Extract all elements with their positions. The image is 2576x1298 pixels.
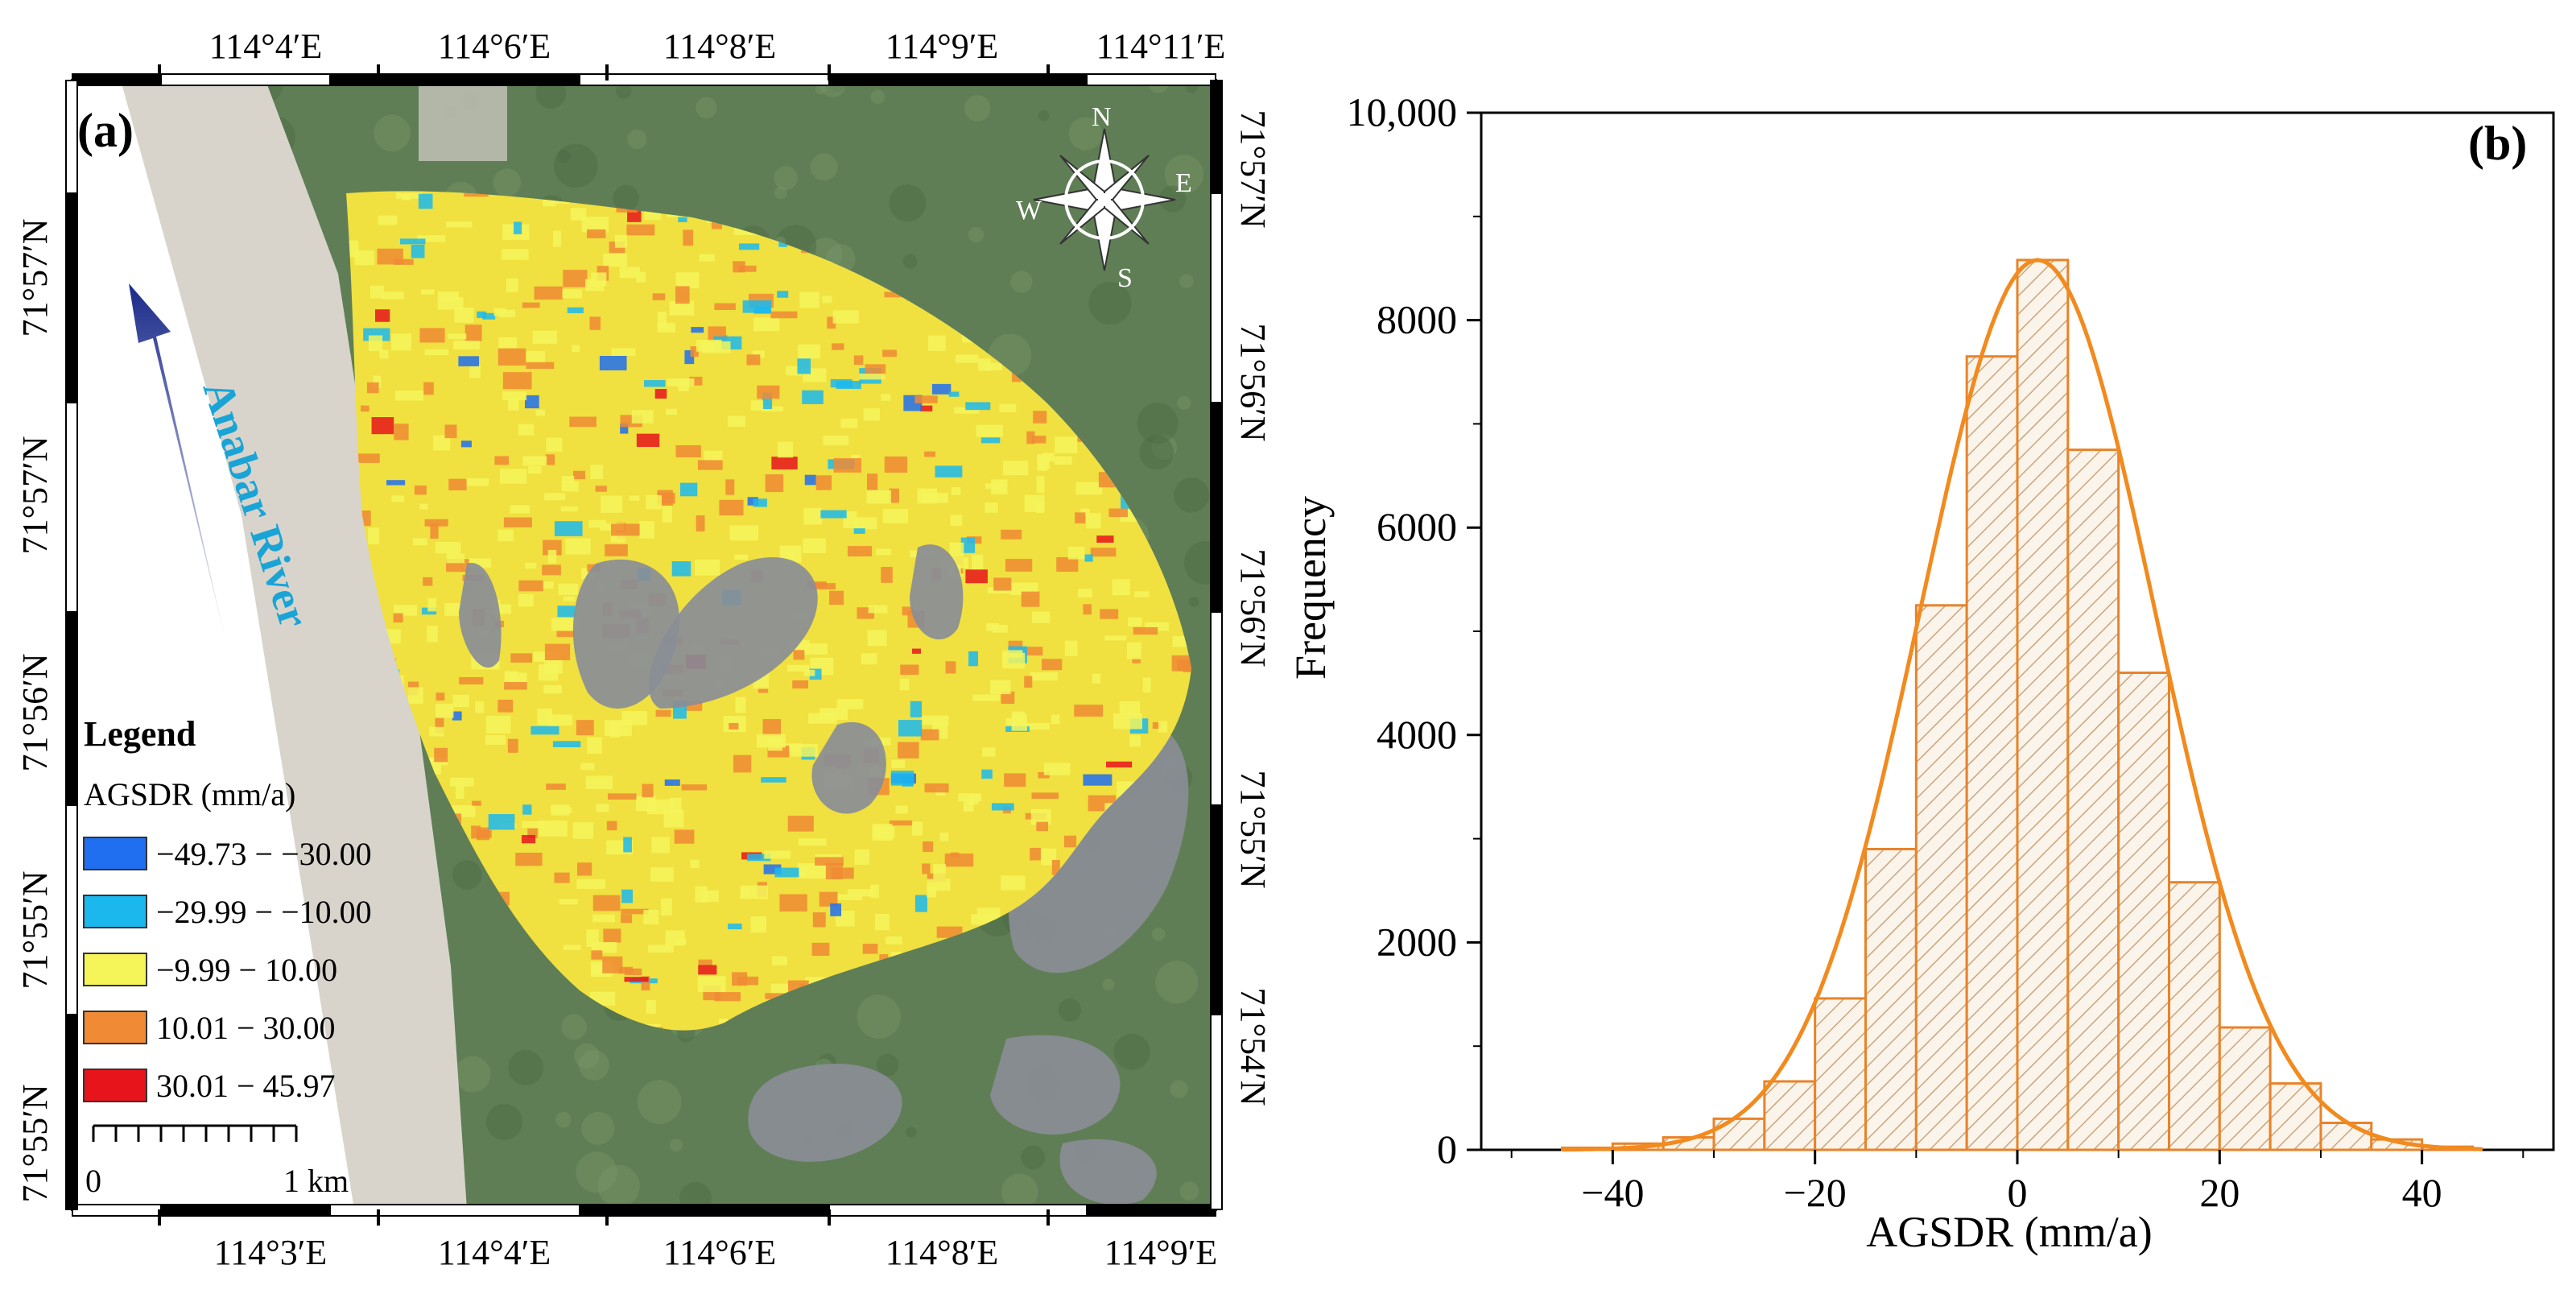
legend-items: −49.73 − −30.00 −29.99 − −10.00 −9.99 − 10… (83, 836, 372, 1104)
right-tick-labels: 71°57′N 71°56′N 71°56′N 71°55′N 71°54′N (1233, 110, 1273, 1106)
legend-subtitle: AGSDR (mm/a) (84, 776, 295, 812)
y-tick-label: 10,000 (1347, 89, 1458, 134)
top-tick-label: 114°4′E (209, 27, 322, 66)
bottom-tick-label: 114°6′E (663, 1233, 776, 1272)
legend-swatch (83, 1069, 147, 1102)
histogram-bar (1914, 604, 1968, 1151)
x-tick-label: −20 (1784, 1170, 1847, 1215)
compass-s: S (1117, 263, 1133, 293)
gaussian-fit-curve (1562, 258, 2483, 1152)
bottom-tick-label: 114°8′E (886, 1233, 998, 1272)
scale-bar: 0 1 km (85, 1124, 349, 1199)
y-tick-label: 2000 (1377, 919, 1457, 964)
histogram-bar (1712, 1117, 1766, 1151)
x-tick-label: 0 (2008, 1170, 2028, 1215)
right-tick-label: 71°54′N (1233, 988, 1273, 1106)
legend-label: 10.01 − 30.00 (156, 1010, 336, 1046)
bottom-tick-labels: 114°3′E 114°4′E 114°6′E 114°8′E 114°9′E (214, 1233, 1217, 1272)
legend: Legend AGSDR (mm/a) −49.73 − −30.00 −29.9… (83, 714, 372, 1104)
y-tick-label: 0 (1437, 1126, 1457, 1172)
y-axis-label: Frequency (1286, 496, 1335, 680)
histogram-bar (1864, 847, 1918, 1151)
histogram-bar (2117, 672, 2170, 1151)
x-tick-label: −40 (1581, 1170, 1644, 1215)
panel-a-label: (a) (77, 104, 134, 157)
histogram-bars (1561, 258, 2474, 1151)
flow-arrow-icon (129, 283, 228, 651)
top-tick-labels: 114°4′E 114°6′E 114°8′E 114°9′E 114°11′E (209, 27, 1226, 66)
legend-item: −9.99 − 10.00 (83, 952, 337, 988)
compass-e: E (1175, 168, 1192, 198)
graticule-bars (65, 64, 1223, 1226)
right-tick-label: 71°57′N (1233, 110, 1273, 229)
histogram-bar (2319, 1122, 2373, 1151)
legend-swatch (83, 953, 147, 986)
right-tick-label: 71°55′N (1233, 771, 1273, 889)
y-tick-label: 8000 (1377, 297, 1457, 342)
histogram-bar (1965, 355, 2019, 1151)
bottom-tick-label: 114°3′E (214, 1233, 327, 1272)
legend-swatch (83, 1011, 147, 1044)
histogram-bar (2066, 449, 2120, 1151)
top-tick-label: 114°6′E (438, 27, 551, 66)
bottom-tick-label: 114°4′E (438, 1233, 551, 1272)
histogram-bar (2218, 1026, 2272, 1151)
map-panel: 114°4′E 114°6′E 114°8′E 114°9′E 114°11′E… (15, 27, 1273, 1272)
legend-title: Legend (84, 714, 196, 754)
left-tick-label: 71°56′N (15, 654, 55, 772)
x-axis-label: AGSDR (mm/a) (1866, 1208, 2152, 1256)
compass-n: N (1092, 102, 1112, 132)
top-tick-label: 114°11′E (1096, 27, 1226, 66)
left-tick-label: 71°55′N (15, 871, 55, 990)
y-tick-label: 6000 (1377, 504, 1457, 549)
top-tick-label: 114°8′E (663, 27, 776, 66)
histogram-bar (2167, 881, 2221, 1151)
bottom-tick-label: 114°9′E (1104, 1233, 1217, 1272)
legend-swatch (83, 837, 147, 870)
legend-label: −9.99 − 10.00 (156, 952, 337, 988)
right-tick-label: 71°56′N (1233, 324, 1273, 442)
right-tick-label: 71°56′N (1233, 549, 1273, 668)
left-tick-label: 71°55′N (15, 1085, 55, 1203)
x-axis-ticks: −40 −20 0 20 40 (1510, 1150, 2524, 1215)
scale-end: 1 km (283, 1163, 349, 1199)
legend-swatch (83, 895, 147, 928)
legend-item: −49.73 − −30.00 (83, 836, 372, 872)
y-axis-ticks: 0 2000 4000 6000 8000 10,000 (1347, 89, 1481, 1172)
map-image (72, 81, 1216, 1209)
x-tick-label: 40 (2402, 1170, 2442, 1215)
legend-label: −49.73 − −30.00 (156, 836, 372, 872)
left-tick-label: 71°57′N (15, 436, 55, 555)
x-tick-label: 20 (2199, 1170, 2240, 1215)
y-tick-label: 4000 (1377, 712, 1457, 757)
histogram-bar (1814, 997, 1868, 1151)
legend-item: −29.99 − −10.00 (83, 894, 372, 930)
histogram-bar (1763, 1080, 1817, 1151)
histogram-bar (2016, 258, 2070, 1151)
scale-start: 0 (85, 1163, 101, 1199)
legend-item: 10.01 − 30.00 (83, 1010, 336, 1046)
top-tick-label: 114°9′E (886, 27, 998, 66)
legend-label: −29.99 − −10.00 (156, 894, 372, 930)
compass-rose-icon (1033, 128, 1176, 271)
left-tick-label: 71°57′N (15, 219, 55, 337)
panel-b-label: (b) (2468, 117, 2527, 170)
compass-w: W (1016, 196, 1042, 225)
legend-label: 30.01 − 45.97 (156, 1068, 336, 1104)
interior-rocks (459, 544, 964, 814)
legend-item: 30.01 − 45.97 (83, 1068, 336, 1104)
histogram-panel: −40 −20 0 20 40 0 2000 4000 6000 8000 10,000 AGSD… (1286, 89, 2555, 1256)
left-tick-labels: 71°57′N 71°57′N 71°56′N 71°55′N 71°55′N (15, 219, 55, 1203)
village (419, 81, 507, 161)
